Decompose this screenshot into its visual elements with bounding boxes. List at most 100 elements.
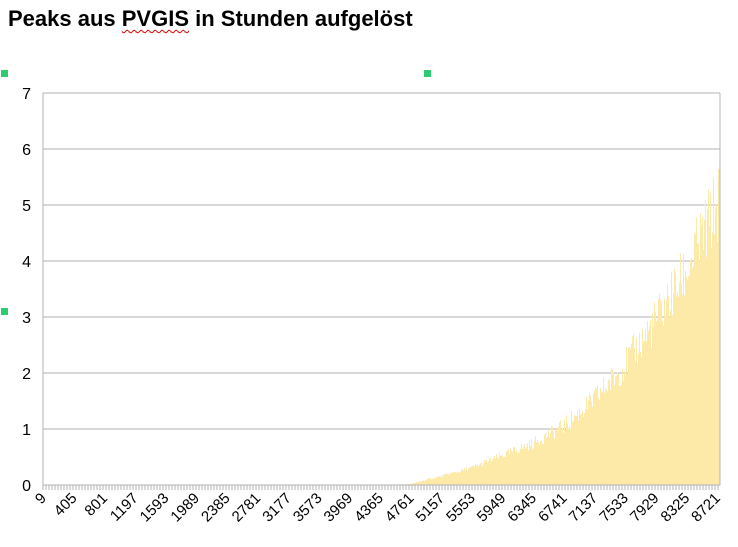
selection-handle-top-middle[interactable] — [424, 70, 431, 77]
bar — [416, 482, 417, 485]
bar — [659, 293, 660, 485]
bar — [517, 453, 518, 485]
bar — [645, 329, 646, 485]
bar — [507, 450, 508, 485]
bar — [707, 208, 708, 485]
bar — [538, 442, 539, 485]
bar — [607, 391, 608, 485]
bar — [414, 483, 415, 485]
x-tick-label: 5553 — [443, 490, 479, 526]
bar — [505, 456, 506, 485]
bar — [697, 243, 698, 485]
bar — [493, 458, 494, 485]
bar — [515, 451, 516, 485]
bar — [497, 457, 498, 485]
x-tick-label: 5157 — [412, 490, 448, 526]
bar — [468, 469, 469, 485]
bar — [514, 447, 515, 485]
bar — [577, 409, 578, 485]
bar — [475, 464, 476, 485]
bar — [700, 213, 701, 485]
bar — [504, 456, 505, 485]
bar — [498, 458, 499, 485]
bar — [435, 478, 436, 485]
bar — [453, 472, 454, 485]
bar — [439, 476, 440, 485]
bar — [530, 446, 531, 485]
x-tick-label: 7137 — [566, 490, 602, 526]
bar — [620, 385, 621, 485]
bar — [432, 479, 433, 485]
bar — [523, 447, 524, 485]
bar — [426, 479, 427, 485]
bar — [613, 371, 614, 485]
bar — [525, 448, 526, 485]
bar — [658, 298, 659, 485]
bar — [679, 283, 680, 485]
bar — [608, 379, 609, 485]
bar — [450, 473, 451, 485]
bar — [672, 315, 673, 485]
bar — [674, 268, 675, 485]
bar — [412, 483, 413, 485]
bar — [434, 477, 435, 485]
bar — [481, 462, 482, 485]
bar — [419, 481, 420, 485]
bar — [581, 413, 582, 485]
y-tick-labels: 0 1 2 3 4 5 6 7 — [22, 86, 31, 495]
x-tick-label: 4365 — [351, 490, 387, 526]
bar — [424, 480, 425, 485]
bar — [575, 415, 576, 485]
bar — [636, 337, 637, 485]
bar — [555, 429, 556, 485]
bar — [611, 367, 612, 485]
bar — [595, 387, 596, 485]
bar — [673, 293, 674, 485]
bar — [558, 426, 559, 485]
bar — [524, 443, 525, 485]
bar — [472, 465, 473, 485]
bar — [639, 332, 640, 485]
bar — [457, 471, 458, 485]
bar — [685, 270, 686, 485]
selection-handle-middle-left[interactable] — [1, 308, 8, 315]
bar — [571, 411, 572, 485]
y-tick-label: 1 — [22, 422, 31, 439]
bar — [518, 451, 519, 485]
bar — [496, 454, 497, 485]
bar — [656, 321, 657, 485]
bar — [528, 450, 529, 485]
bar — [465, 470, 466, 485]
bar — [527, 443, 528, 485]
bar — [715, 208, 716, 485]
bar — [480, 463, 481, 485]
bar — [544, 434, 545, 485]
bar — [449, 475, 450, 485]
bar — [418, 481, 419, 485]
bar — [680, 253, 681, 485]
y-tick-label: 0 — [22, 478, 31, 495]
bar — [491, 462, 492, 485]
bar — [529, 439, 530, 485]
bar — [564, 419, 565, 485]
bar — [622, 368, 623, 485]
x-tick-label: 3177 — [259, 490, 295, 526]
bar — [485, 460, 486, 485]
bar — [647, 321, 648, 485]
bar — [709, 225, 710, 485]
bar — [565, 429, 566, 485]
bar — [582, 411, 583, 485]
bar — [417, 481, 418, 485]
bar — [495, 458, 496, 485]
bar — [648, 330, 649, 485]
bar — [569, 425, 570, 485]
bar — [598, 398, 599, 485]
selection-handle-top-left[interactable] — [1, 70, 8, 77]
bar — [651, 347, 652, 485]
bar — [602, 391, 603, 485]
bar — [445, 473, 446, 485]
bar — [646, 341, 647, 485]
bar — [520, 448, 521, 485]
bar — [546, 438, 547, 485]
